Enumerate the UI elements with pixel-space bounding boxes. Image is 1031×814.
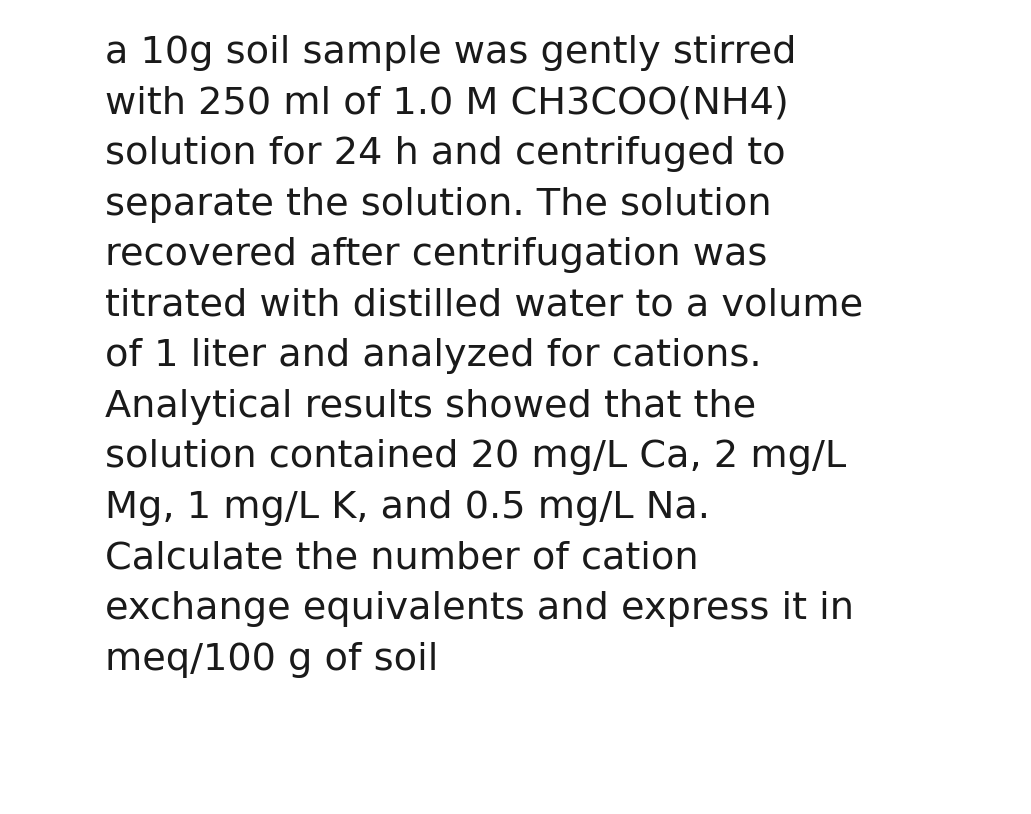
Text: a 10g soil sample was gently stirred
with 250 ml of 1.0 M CH3COO(NH4)
solution f: a 10g soil sample was gently stirred wit… — [105, 35, 863, 678]
